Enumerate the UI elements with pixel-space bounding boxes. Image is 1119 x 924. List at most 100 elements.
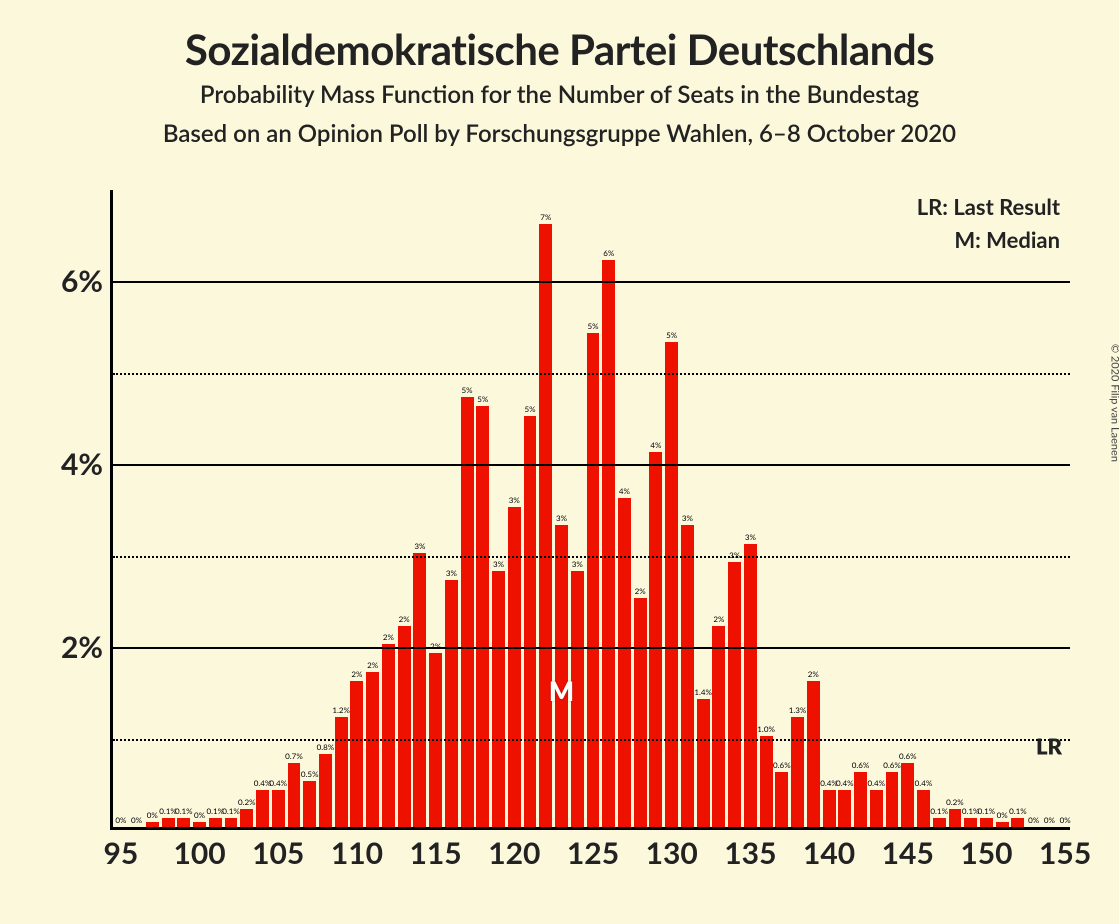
bar: 0.1% [964,818,977,827]
bar-value-label: 2% [351,669,362,679]
bar: 0.1% [209,818,222,827]
grid-minor [113,739,1070,741]
bar-value-label: 3% [493,559,504,569]
bar: 3% [413,553,426,827]
bar: 5% [587,333,600,827]
xtick-label: 135 [724,835,776,871]
bar-value-label: 0.1% [175,806,193,816]
bar: 2% [807,681,820,827]
bar-value-label: 2% [383,632,394,642]
bar: 0.1% [177,818,190,827]
bar: 2% [712,626,725,827]
bar: 0.1% [980,818,993,827]
bar: 2% [634,598,647,827]
xtick-label: 110 [331,835,383,871]
bar-value-label: 5% [477,394,488,404]
bar-value-label: 0.4% [915,778,933,788]
bar: 5% [524,416,537,827]
bar-value-label: 0% [997,810,1008,820]
bar: 0.6% [775,772,788,827]
bar-value-label: 6% [603,248,614,258]
bar: 2% [382,644,395,827]
xtick-label: 125 [567,835,619,871]
bar: 0.4% [272,790,285,827]
bar-value-label: 3% [556,513,567,523]
bar: 0.4% [917,790,930,827]
bar-value-label: 0% [1028,815,1039,825]
bar-value-label: 0.6% [773,760,791,770]
bar: 0.6% [854,772,867,827]
xtick-label: 155 [1039,835,1091,871]
xtick-label: 150 [960,835,1012,871]
bar: 0.7% [288,763,301,827]
bar: 0.8% [319,754,332,827]
bar-value-label: 0.1% [1009,806,1027,816]
title-subtitle: Probability Mass Function for the Number… [0,80,1119,109]
xtick-label: 130 [646,835,698,871]
bar-value-label: 5% [525,404,536,414]
bar: 4% [618,498,631,827]
bar-value-label: 1.3% [789,705,807,715]
bar: 0.1% [162,818,175,827]
title-main: Sozialdemokratische Partei Deutschlands [0,24,1119,74]
bar: 0.2% [949,809,962,827]
bar: 0.1% [933,818,946,827]
bar: 2% [366,672,379,827]
bar: 0.5% [303,781,316,827]
bar-value-label: 2% [635,586,646,596]
bar: 0.4% [823,790,836,827]
bar: 4% [649,452,662,827]
median-marker: M [549,675,574,707]
bar-value-label: 1.4% [694,687,712,697]
lr-marker: LR [1036,732,1062,759]
plot-area: 0%0%0%0.1%0.1%0%0.1%0.1%0.2%0.4%0.4%0.7%… [110,190,1070,830]
bar-value-label: 2% [808,669,819,679]
ytick-label: 2% [61,629,103,665]
bar: 0% [996,822,1009,827]
bar-value-label: 0.4% [867,778,885,788]
bar-value-label: 3% [414,541,425,551]
bar-value-label: 0.5% [301,769,319,779]
bar-value-label: 5% [587,321,598,331]
bar-value-label: 3% [745,532,756,542]
bar-value-label: 0% [115,815,126,825]
bar-value-label: 0% [194,810,205,820]
bar-value-label: 7% [540,212,551,222]
bar: 2% [398,626,411,827]
grid-minor [113,556,1070,558]
bar-value-label: 5% [462,385,473,395]
bar-value-label: 0.8% [317,742,335,752]
bar-value-label: 2% [367,660,378,670]
bar-value-label: 0% [147,810,158,820]
xtick-label: 100 [173,835,225,871]
bar: 3% [681,525,694,827]
xtick-label: 120 [488,835,540,871]
grid-major [113,281,1070,283]
bar-value-label: 5% [666,330,677,340]
bar: 2% [350,681,363,827]
grid-major [113,647,1070,649]
bar: 3% [728,562,741,827]
xtick-label: 95 [103,835,138,871]
bar: 1.0% [760,736,773,827]
bar: 0% [193,822,206,827]
titles-block: Sozialdemokratische Partei Deutschlands … [0,0,1119,148]
bars-layer: 0%0%0%0.1%0.1%0%0.1%0.1%0.2%0.4%0.4%0.7%… [113,190,1070,827]
bar-value-label: 4% [619,486,630,496]
bar: 0.4% [838,790,851,827]
bar-value-label: 3% [682,513,693,523]
bar-value-label: 0.6% [852,760,870,770]
bar-value-label: 3% [572,559,583,569]
bar-value-label: 3% [446,568,457,578]
bar-value-label: 0.1% [930,806,948,816]
bar-value-label: 2% [399,614,410,624]
bar-value-label: 0.7% [285,751,303,761]
grid-minor [113,373,1070,375]
bar-value-label: 2% [713,614,724,624]
bar-value-label: 4% [650,440,661,450]
bar: 5% [476,406,489,827]
bar-value-label: 0% [1060,815,1071,825]
ytick-label: 6% [61,263,103,299]
bar: 0.6% [886,772,899,827]
grid-major [113,464,1070,466]
